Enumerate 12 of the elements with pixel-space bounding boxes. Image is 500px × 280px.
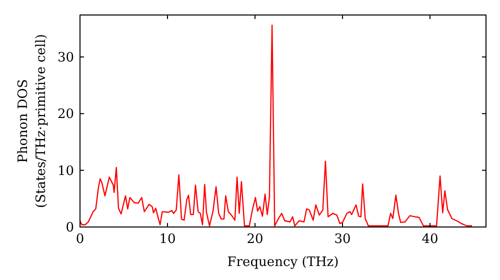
y-tick-label: 10: [57, 164, 74, 179]
line-series: [80, 24, 473, 226]
y-tick-label: 0: [66, 220, 74, 236]
x-tick-label: 20: [246, 232, 264, 247]
x-tick-label: 10: [159, 232, 176, 247]
y-tick-label: 30: [57, 50, 74, 66]
x-tick-label: 0: [76, 232, 84, 247]
x-axis-title: Frequency (THz): [227, 255, 339, 270]
y-axis-title: Phonon DOS (States/THz·primitive cell): [16, 34, 49, 208]
x-tick-label: 40: [422, 232, 438, 247]
y-tick-label: 20: [57, 107, 74, 122]
x-tick-label: 30: [334, 232, 351, 247]
